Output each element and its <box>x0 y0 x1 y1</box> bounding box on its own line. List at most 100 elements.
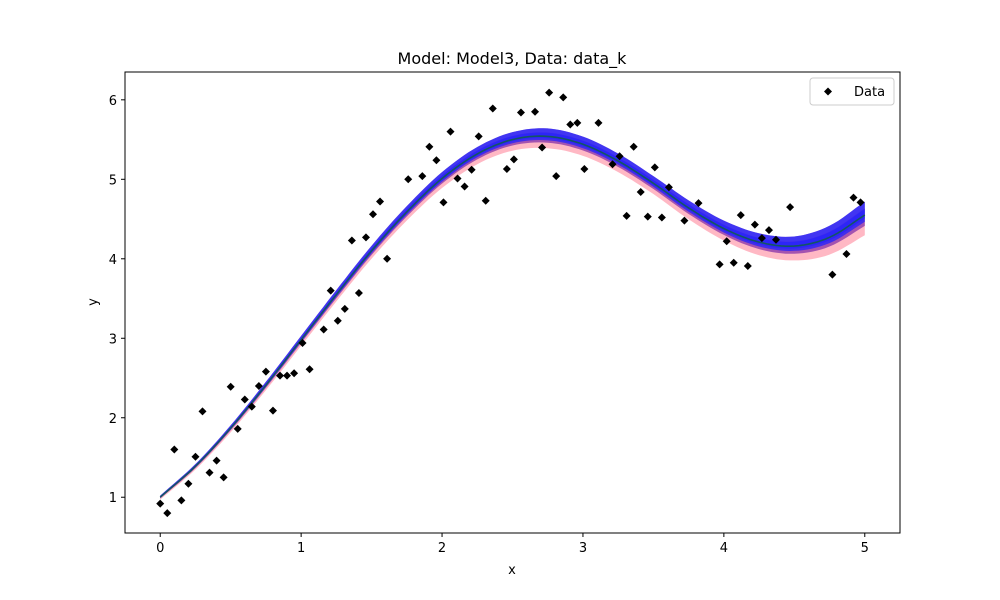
data-point <box>376 197 385 206</box>
data-point <box>418 172 427 181</box>
data-point <box>531 107 540 116</box>
data-point <box>643 212 652 221</box>
data-point <box>290 369 299 378</box>
data-point <box>453 174 462 183</box>
y-tick-label: 4 <box>109 253 117 268</box>
data-point <box>552 172 561 181</box>
data-point <box>333 316 342 325</box>
data-point <box>664 183 673 192</box>
data-point <box>361 233 370 242</box>
data-point <box>608 160 617 169</box>
data-point <box>509 155 518 164</box>
data-point <box>736 211 745 220</box>
data-point <box>849 193 858 202</box>
y-tick-label: 6 <box>109 94 117 109</box>
x-axis-label: x <box>508 563 516 578</box>
data-point <box>340 304 349 313</box>
data-point <box>743 261 752 270</box>
data-point <box>750 220 759 229</box>
model-center-line <box>159 135 866 498</box>
y-tick-label: 3 <box>109 332 117 347</box>
data-point <box>163 509 172 518</box>
data-point <box>573 118 582 127</box>
data-point <box>615 152 624 161</box>
x-tick-label: 2 <box>438 541 446 556</box>
x-tick-label: 4 <box>720 541 728 556</box>
data-point <box>404 175 413 184</box>
axes-frame <box>124 71 901 534</box>
x-tick-label: 5 <box>861 541 869 556</box>
data-point <box>170 445 179 454</box>
data-point <box>369 210 377 219</box>
data-point <box>298 339 307 348</box>
data-point <box>247 402 256 411</box>
data-point <box>156 499 165 508</box>
data-point <box>566 120 575 129</box>
data-point <box>559 93 568 102</box>
data-point <box>538 143 547 152</box>
data-point <box>657 213 666 222</box>
data-point <box>594 118 603 127</box>
plot-area: 0 1 2 3 4 5 1 2 3 4 5 6 <box>109 71 901 556</box>
data-point <box>502 164 511 173</box>
data-point <box>545 88 554 97</box>
x-tick-label: 3 <box>579 541 587 556</box>
data-point <box>764 226 773 235</box>
y-tick-label: 5 <box>109 173 117 188</box>
data-point <box>439 198 448 207</box>
data-point <box>268 406 277 415</box>
legend: Data <box>809 77 895 106</box>
data-point <box>240 395 249 404</box>
data-point <box>729 258 738 267</box>
legend-data-marker <box>824 87 832 96</box>
data-point <box>319 325 328 334</box>
data-point <box>786 203 795 212</box>
data-point <box>722 237 731 246</box>
data-point <box>305 365 314 374</box>
data-point <box>757 234 766 243</box>
data-point <box>219 473 228 482</box>
x-tick-label: 1 <box>297 541 305 556</box>
chart-title: Model: Model3, Data: data_k <box>398 49 628 69</box>
data-point <box>580 164 589 173</box>
data-point <box>254 381 263 390</box>
data-point <box>383 254 392 263</box>
data-point <box>425 142 434 151</box>
data-point <box>467 165 476 174</box>
data-point <box>772 235 780 244</box>
legend-frame <box>809 77 895 106</box>
data-point <box>715 260 724 269</box>
data-point <box>354 288 363 297</box>
data-point <box>198 407 207 416</box>
data-point <box>233 424 242 433</box>
data-point <box>622 211 631 220</box>
y-axis-label: y <box>86 298 101 306</box>
data-point <box>629 142 638 151</box>
data-point <box>283 371 292 380</box>
data-point <box>828 270 837 279</box>
data-point <box>226 382 235 391</box>
data-point <box>191 452 200 461</box>
data-point <box>856 198 865 207</box>
data-point <box>212 456 221 465</box>
data-point <box>276 371 284 380</box>
data-point <box>488 104 497 113</box>
data-point <box>432 156 441 165</box>
legend-label-data: Data <box>854 85 885 100</box>
data-point <box>261 367 270 376</box>
data-point <box>460 182 469 191</box>
data-point <box>481 196 490 205</box>
y-tick-label: 2 <box>109 412 117 427</box>
data-point <box>184 479 193 488</box>
data-point <box>474 132 483 141</box>
y-tick-label: 1 <box>109 491 117 506</box>
x-tick-label: 0 <box>156 541 164 556</box>
data-point <box>842 250 851 259</box>
data-point <box>516 108 525 117</box>
data-point <box>650 163 659 172</box>
data-point <box>694 199 703 208</box>
data-point <box>636 188 645 197</box>
data-point <box>347 236 356 245</box>
data-point <box>446 127 455 136</box>
